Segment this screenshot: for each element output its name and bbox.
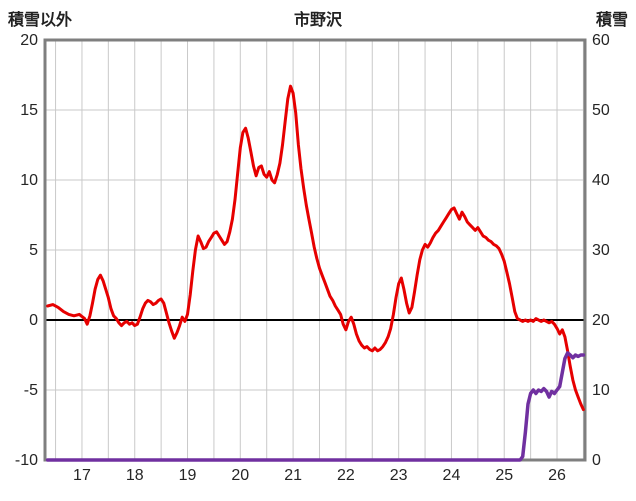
y-left-tick-label: 20 — [20, 32, 38, 49]
y-right-tick-label: 20 — [592, 312, 610, 329]
y-left-tick-label: -5 — [24, 382, 38, 399]
y-right-tick-label: 0 — [592, 452, 601, 469]
y-right-tick-label: 60 — [592, 32, 610, 49]
y-right-tick-label: 50 — [592, 102, 610, 119]
series-line-1 — [45, 351, 586, 462]
chart-title: 市野沢 — [293, 12, 342, 29]
x-tick-label: 21 — [284, 467, 302, 484]
y-left-tick-label: 15 — [20, 102, 38, 119]
x-tick-label: 25 — [495, 467, 513, 484]
x-tick-label: 17 — [73, 467, 91, 484]
x-tick-label: 24 — [443, 467, 461, 484]
x-tick-label: 18 — [126, 467, 144, 484]
y-right-tick-label: 40 — [592, 172, 610, 189]
right-axis-title: 積雪 — [595, 12, 628, 29]
x-tick-label: 20 — [231, 467, 249, 484]
x-tick-label: 22 — [337, 467, 355, 484]
y-right-tick-label: 30 — [592, 242, 610, 259]
series-line-0 — [46, 84, 585, 412]
left-axis-title: 積雪以外 — [8, 12, 73, 29]
y-right-tick-label: 10 — [592, 382, 610, 399]
y-left-tick-label: 5 — [29, 242, 38, 259]
x-tick-label: 23 — [390, 467, 408, 484]
y-left-tick-label: 10 — [20, 172, 38, 189]
y-left-tick-label: -10 — [15, 452, 38, 469]
x-tick-label: 19 — [179, 467, 197, 484]
y-left-tick-label: 0 — [29, 312, 38, 329]
x-tick-label: 26 — [548, 467, 566, 484]
